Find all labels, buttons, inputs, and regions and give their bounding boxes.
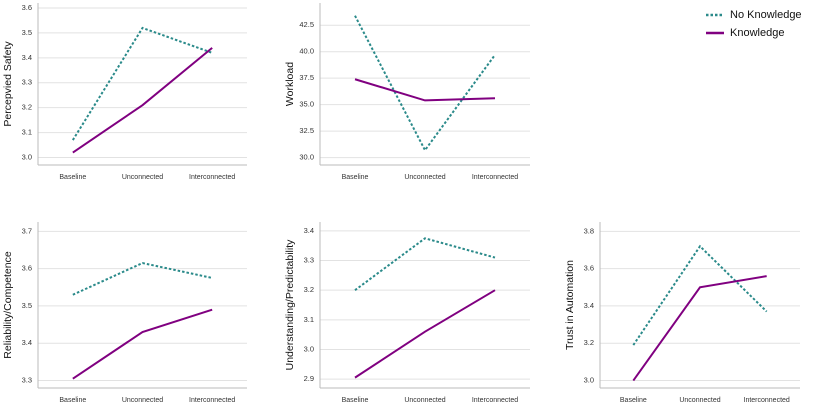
y-tick-label: 3.2 <box>22 103 32 112</box>
y-axis-label: Understanding/Predictability <box>284 239 296 370</box>
x-tick-label: Baseline <box>59 397 86 402</box>
series-line <box>354 78 496 102</box>
y-tick-label: 40.0 <box>299 47 314 56</box>
y-tick-label: 3.3 <box>304 256 314 265</box>
y-tick-label: 3.3 <box>22 376 32 385</box>
x-tick-label: Baseline <box>620 397 647 402</box>
y-tick-label: 3.0 <box>22 153 32 162</box>
x-tick-label: Interconnected <box>472 174 518 181</box>
y-tick-label: 3.4 <box>22 53 32 62</box>
y-tick-label: 42.5 <box>299 20 314 29</box>
x-tick-label: Baseline <box>59 174 86 181</box>
y-tick-label: 35.0 <box>299 100 314 109</box>
x-tick-label: Interconnected <box>472 397 518 402</box>
legend-label: Knowledge <box>730 27 784 39</box>
series-line <box>632 275 767 382</box>
y-tick-label: 3.2 <box>304 285 314 294</box>
y-tick-label: 30.0 <box>299 153 314 162</box>
y-tick-label: 32.5 <box>299 126 314 135</box>
y-tick-label: 3.5 <box>22 28 32 37</box>
series-line <box>632 244 768 346</box>
y-tick-label: 3.6 <box>584 264 594 273</box>
x-tick-label: Baseline <box>342 397 369 402</box>
y-tick-label: 3.0 <box>584 376 594 385</box>
y-axis-label: Reliability/Competence <box>2 251 14 359</box>
series-line <box>72 261 213 296</box>
y-tick-label: 3.1 <box>22 128 32 137</box>
series-line <box>72 308 213 380</box>
legend-label: No Knowledge <box>730 9 802 21</box>
y-axis-label: Trust in Automation <box>564 260 576 350</box>
y-tick-label: 3.4 <box>304 226 314 235</box>
series-line <box>71 26 213 141</box>
y-tick-label: 3.2 <box>584 338 594 347</box>
y-tick-label: 3.7 <box>22 226 32 235</box>
y-tick-label: 3.8 <box>584 226 594 235</box>
y-tick-label: 3.4 <box>22 338 32 347</box>
y-axis-label: Workload <box>284 62 296 106</box>
x-tick-label: Baseline <box>342 174 369 181</box>
x-tick-label: Interconnected <box>189 174 235 181</box>
x-tick-label: Unconnected <box>122 397 163 402</box>
y-tick-label: 3.0 <box>304 344 314 353</box>
y-tick-label: 3.4 <box>584 301 594 310</box>
x-tick-label: Unconnected <box>404 174 445 181</box>
y-tick-label: 3.6 <box>22 3 32 12</box>
y-tick-label: 3.5 <box>22 301 32 310</box>
x-tick-label: Interconnected <box>744 397 790 402</box>
y-tick-label: 2.9 <box>304 374 314 383</box>
y-tick-label: 37.5 <box>299 73 314 82</box>
y-tick-label: 3.3 <box>22 78 32 87</box>
x-tick-label: Interconnected <box>189 397 235 402</box>
x-tick-label: Unconnected <box>404 397 445 402</box>
series-line <box>354 237 496 291</box>
y-axis-label: Percepvied Safety <box>2 41 14 127</box>
y-tick-label: 3.1 <box>304 315 314 324</box>
x-tick-label: Unconnected <box>122 174 163 181</box>
y-tick-label: 3.6 <box>22 264 32 273</box>
series-line <box>72 47 213 154</box>
series-line <box>354 15 496 153</box>
x-tick-label: Unconnected <box>679 397 720 402</box>
series-line <box>354 289 496 379</box>
